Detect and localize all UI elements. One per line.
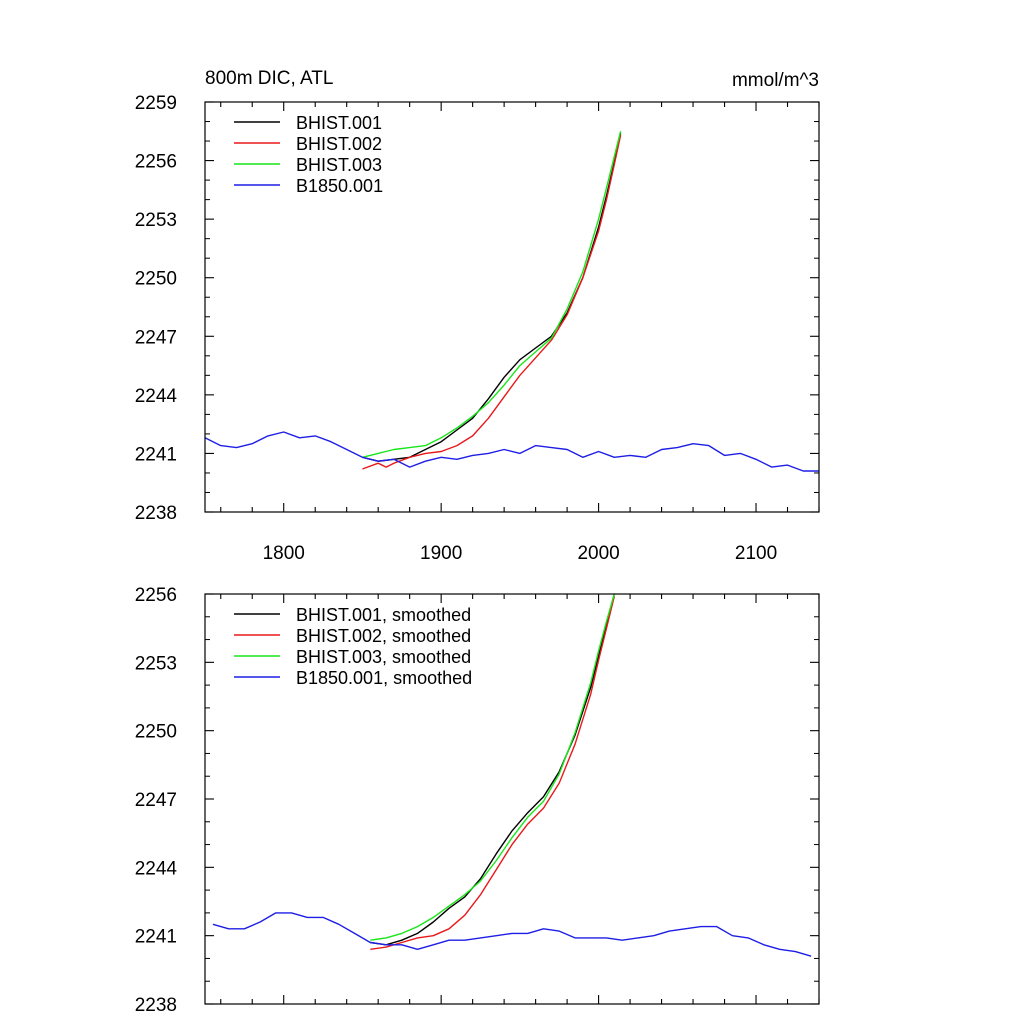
x-tick-label: 1800	[263, 543, 305, 564]
series-line-top-2	[362, 131, 622, 458]
y-tick-label: 2238	[135, 995, 177, 1016]
legend-label: B1850.001, smoothed	[296, 668, 472, 688]
y-tick-label: 2256	[135, 585, 177, 606]
y-tick-label: 2253	[135, 210, 177, 231]
legend-label: BHIST.002	[296, 134, 382, 154]
y-tick-label: 2244	[135, 386, 178, 407]
y-tick-label: 2259	[135, 93, 177, 114]
y-tick-label: 2238	[135, 503, 177, 524]
y-tick-label: 2247	[135, 327, 177, 348]
bottom-ticks: 2238 2241 2244 2247 2250 2253 2256	[135, 585, 820, 1016]
legend-label: B1850.001	[296, 176, 383, 196]
legend-label: BHIST.001, smoothed	[296, 605, 471, 625]
x-tick-label: 1900	[420, 543, 462, 564]
series-line-bottom-1	[370, 596, 615, 950]
top-ticks: 2238 2241 2244 2247 2250 2253 2256 2259 1800 1900…	[135, 93, 820, 564]
series-line-top-3	[204, 431, 819, 472]
legend-label: BHIST.001	[296, 113, 382, 133]
top-chart-title: 800m DIC, ATL	[205, 68, 333, 89]
legend-label: BHIST.002, smoothed	[296, 626, 471, 646]
x-tick-label: 2100	[735, 543, 777, 564]
top-units-label: mmol/m^3	[732, 70, 819, 91]
series-line-bottom-3	[212, 912, 812, 957]
bottom-lines	[212, 593, 812, 957]
y-tick-label: 2250	[135, 269, 177, 290]
legend-label: BHIST.003	[296, 155, 382, 175]
y-tick-label: 2247	[135, 790, 177, 811]
y-tick-label: 2244	[135, 858, 178, 879]
top-lines	[204, 131, 819, 472]
series-line-top-0	[362, 133, 622, 462]
top-plot-frame	[204, 101, 820, 513]
series-line-top-1	[362, 135, 622, 470]
y-tick-label: 2241	[135, 444, 177, 465]
panel-bottom: 2238 2241 2244 2247 2250 2253 2256 BHIST.001, …	[135, 585, 820, 1016]
x-tick-label: 2000	[577, 543, 619, 564]
series-line-bottom-2	[370, 593, 615, 941]
y-tick-label: 2253	[135, 653, 177, 674]
panel-top: 2238 2241 2244 2247 2250 2253 2256 2259 1800 1900…	[135, 68, 820, 564]
y-tick-label: 2241	[135, 927, 177, 948]
y-tick-label: 2256	[135, 152, 177, 173]
legend-label: BHIST.003, smoothed	[296, 647, 471, 667]
series-line-bottom-0	[370, 593, 615, 946]
y-tick-label: 2250	[135, 722, 177, 743]
